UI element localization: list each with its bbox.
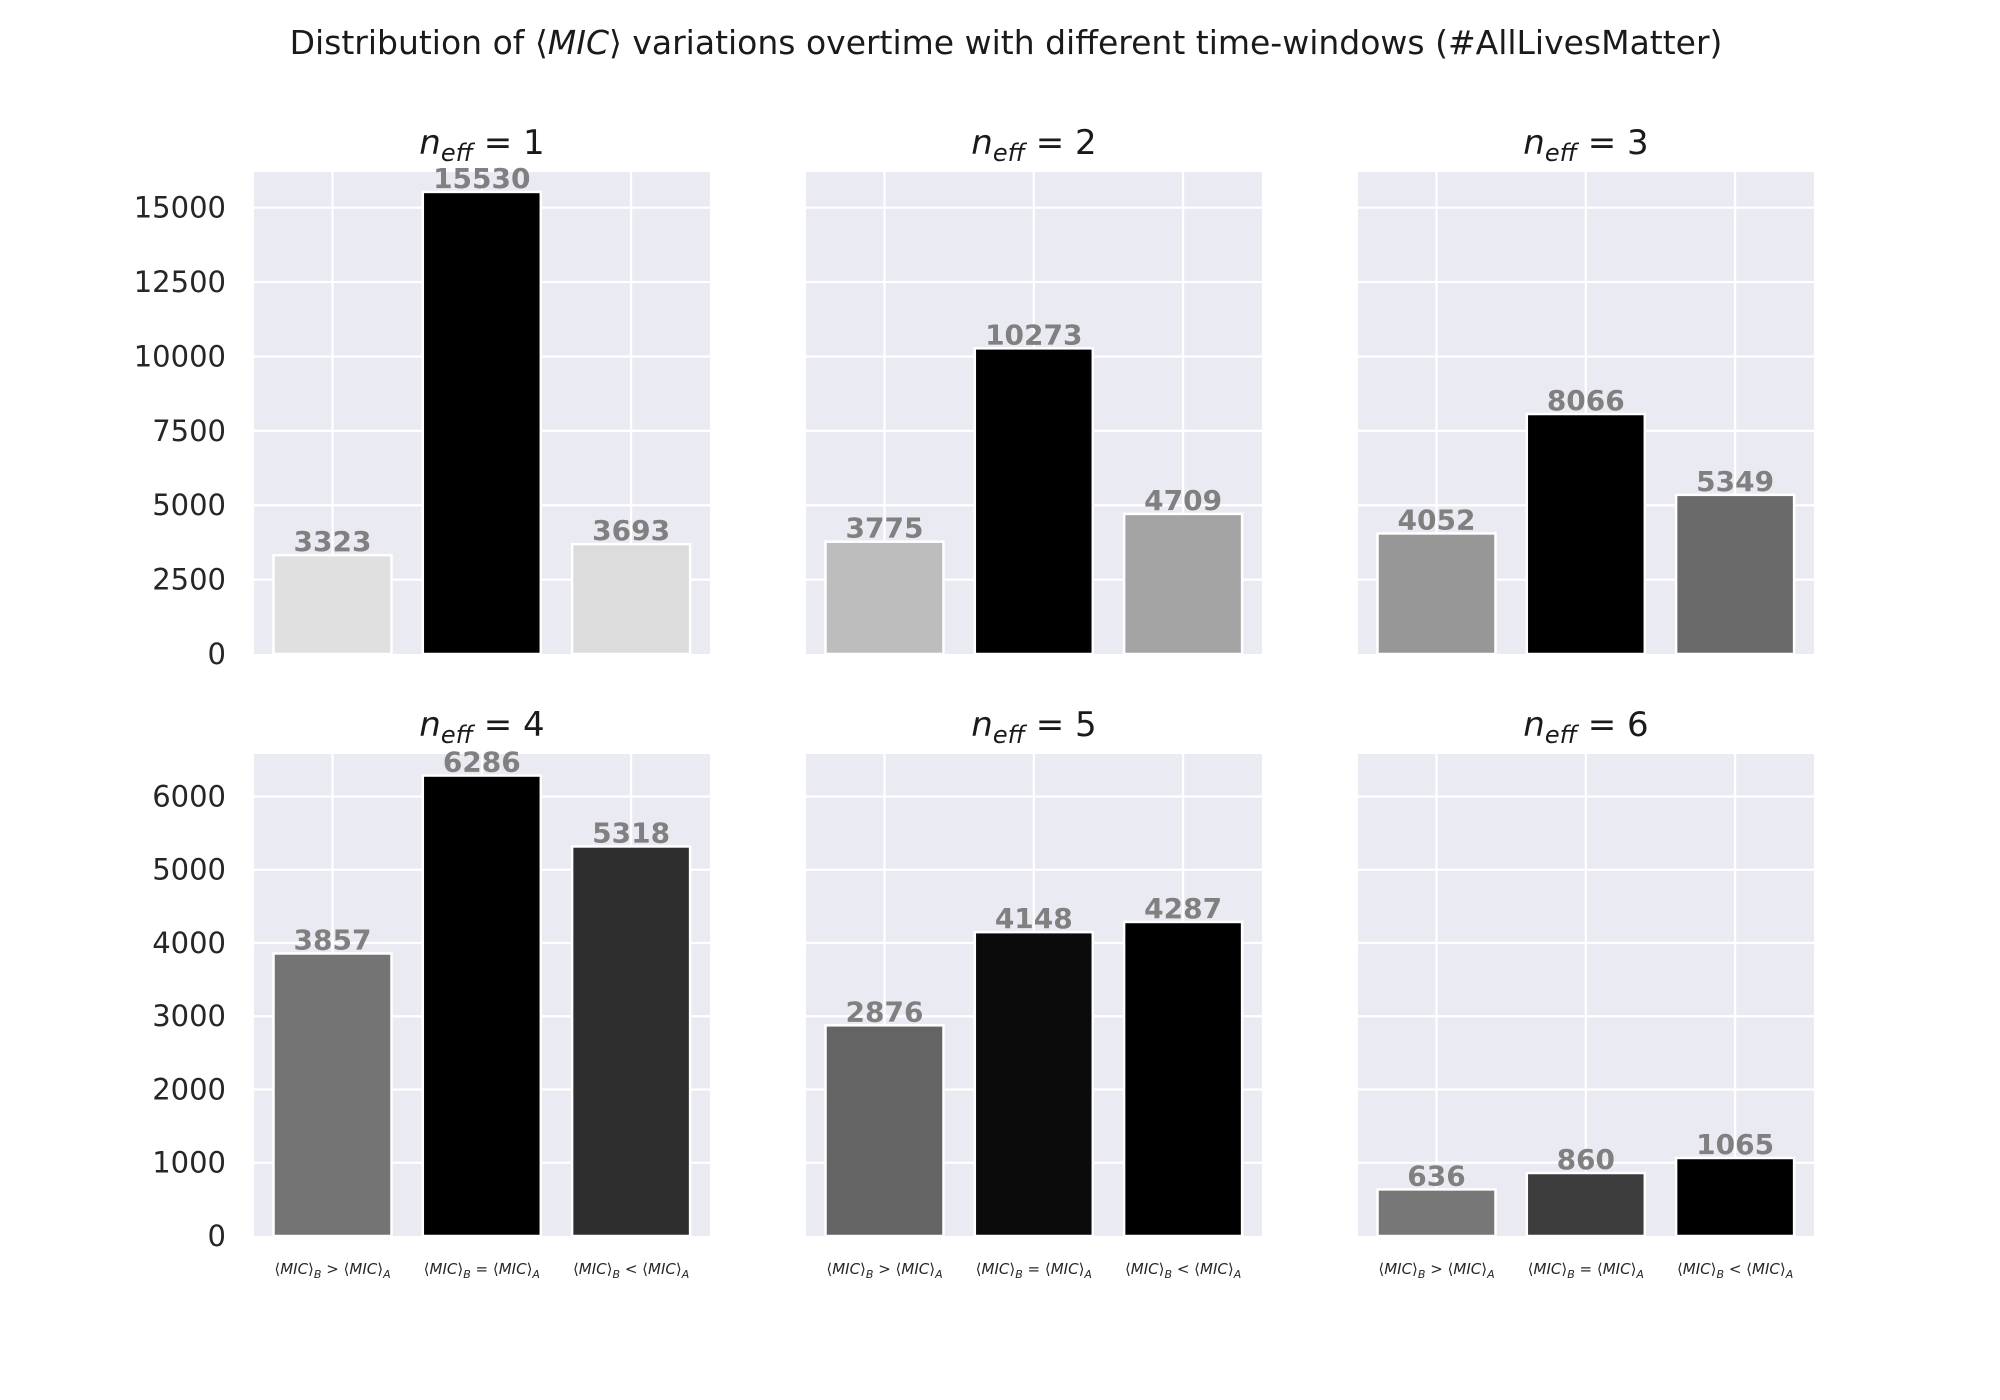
bar <box>973 930 1095 1238</box>
bar <box>570 845 692 1238</box>
subplot-title: neff = 1 <box>419 123 544 167</box>
subplot-title: neff = 5 <box>971 705 1096 749</box>
y-tick-label: 10000 <box>134 339 226 373</box>
y-tick-label: 6000 <box>152 779 226 813</box>
y-tick-label: 3000 <box>152 999 226 1033</box>
bar <box>421 190 543 656</box>
x-tick-label: ⟨MIC⟩B = ⟨MIC⟩A <box>976 1260 1092 1281</box>
bar-value-label: 6286 <box>443 746 521 779</box>
bar-value-label: 2876 <box>846 995 924 1028</box>
bar <box>1376 1188 1497 1238</box>
subplot-neff-5: 2876 4148 4287 neff = 5 ⟨MIC⟩B > ⟨MIC⟩A ⟨MIC⟩… <box>806 705 1262 1281</box>
y-tick-label: 2000 <box>152 1072 226 1106</box>
x-tick-label: ⟨MIC⟩B < ⟨MIC⟩A <box>1677 1260 1793 1281</box>
bar <box>973 347 1095 656</box>
bar-value-label: 4709 <box>1144 484 1222 517</box>
subplot-neff-2: 3775 10273 4709 neff = 2 <box>806 123 1262 656</box>
x-tick-label: ⟨MIC⟩B < ⟨MIC⟩A <box>573 1260 689 1281</box>
y-tick-label: 15000 <box>134 191 226 225</box>
y-tick-label: 5000 <box>152 488 226 522</box>
bar-value-label: 15530 <box>433 162 530 195</box>
bar <box>1376 532 1497 656</box>
bar-value-label: 4287 <box>1144 892 1222 925</box>
subplot-neff-3: 4052 8066 5349 neff = 3 <box>1358 123 1814 656</box>
bar-value-label: 3693 <box>592 514 670 547</box>
bar-value-label: 636 <box>1407 1159 1465 1192</box>
bar-value-label: 5318 <box>592 816 670 849</box>
bar-value-label: 3857 <box>294 923 372 956</box>
subplot-title: neff = 6 <box>1523 705 1648 749</box>
subplot-neff-1: 3323 15530 3693 0 2500 5000 7500 10000 12500 1500… <box>134 123 710 671</box>
bar-value-label: 3323 <box>294 525 372 558</box>
bar <box>1525 1171 1647 1238</box>
bar <box>1674 493 1796 656</box>
bar <box>1674 1156 1796 1238</box>
bar-value-label: 3775 <box>846 512 924 545</box>
x-tick-label: ⟨MIC⟩B > ⟨MIC⟩A <box>274 1260 390 1281</box>
bar <box>1525 412 1647 656</box>
bar-value-label: 8066 <box>1547 384 1625 417</box>
y-tick-label: 4000 <box>152 926 226 960</box>
y-tick-label: 12500 <box>134 265 226 299</box>
y-tick-label: 2500 <box>152 563 226 597</box>
bar <box>272 952 393 1238</box>
y-tick-label: 5000 <box>152 853 226 887</box>
subplot-title: neff = 3 <box>1523 123 1648 167</box>
subplot-neff-4: 3857 6286 5318 0 1000 2000 3000 4000 5000 6000 nef… <box>152 705 710 1281</box>
chart-title: Distribution of ⟨MIC⟩ variations overtim… <box>290 23 1723 62</box>
bar-value-label: 1065 <box>1696 1128 1774 1161</box>
x-tick-label: ⟨MIC⟩B < ⟨MIC⟩A <box>1125 1260 1241 1281</box>
x-tick-label: ⟨MIC⟩B = ⟨MIC⟩A <box>424 1260 540 1281</box>
x-tick-label: ⟨MIC⟩B > ⟨MIC⟩A <box>826 1260 942 1281</box>
bar-value-label: 4052 <box>1398 503 1476 536</box>
bar <box>570 542 692 656</box>
bar-value-label: 5349 <box>1696 465 1774 498</box>
bar <box>824 1024 945 1238</box>
subplot-title: neff = 4 <box>419 705 544 749</box>
bar <box>824 540 945 656</box>
y-tick-label: 0 <box>208 1219 226 1253</box>
subplot-title: neff = 2 <box>971 123 1096 167</box>
y-tick-label: 0 <box>208 637 226 671</box>
x-tick-label: ⟨MIC⟩B = ⟨MIC⟩A <box>1528 1260 1644 1281</box>
bar <box>1122 512 1244 656</box>
x-tick-label: ⟨MIC⟩B > ⟨MIC⟩A <box>1378 1260 1494 1281</box>
bar-value-label: 10273 <box>985 318 1082 351</box>
y-tick-label: 1000 <box>152 1146 226 1180</box>
bar <box>1122 920 1244 1238</box>
bar-value-label: 860 <box>1557 1143 1615 1176</box>
subplot-grid: 3323155303693025005000750010000125001500… <box>134 123 1814 1281</box>
bar <box>421 774 543 1238</box>
bar-value-label: 4148 <box>995 902 1073 935</box>
bar <box>272 553 393 656</box>
subplot-neff-6: 636 860 1065 neff = 6 ⟨MIC⟩B > ⟨MIC⟩A ⟨MIC⟩B … <box>1358 705 1814 1281</box>
y-tick-label: 7500 <box>152 414 226 448</box>
